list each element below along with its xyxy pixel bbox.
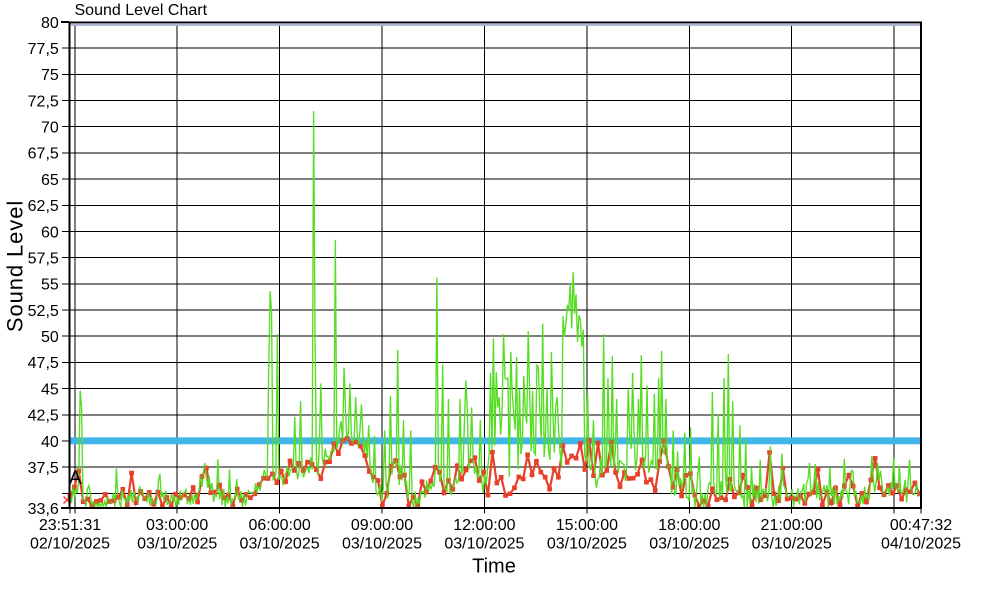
svg-text:80: 80 <box>41 15 59 32</box>
svg-text:37,5: 37,5 <box>28 460 59 477</box>
svg-text:75: 75 <box>41 67 59 84</box>
svg-text:A: A <box>69 468 82 489</box>
svg-text:23:51:31: 23:51:31 <box>39 517 101 534</box>
svg-text:03/10/2025: 03/10/2025 <box>444 536 524 553</box>
svg-text:60: 60 <box>41 224 59 241</box>
svg-text:62,5: 62,5 <box>28 198 59 215</box>
svg-text:Time: Time <box>472 556 516 578</box>
svg-text:03/10/2025: 03/10/2025 <box>240 536 320 553</box>
svg-text:72,5: 72,5 <box>28 93 59 110</box>
svg-text:03/10/2025: 03/10/2025 <box>547 536 627 553</box>
svg-text:40: 40 <box>41 434 59 451</box>
svg-text:06:00:00: 06:00:00 <box>248 517 310 534</box>
svg-text:45: 45 <box>41 381 59 398</box>
svg-text:47,5: 47,5 <box>28 355 59 372</box>
svg-text:67,5: 67,5 <box>28 146 59 163</box>
svg-text:42,5: 42,5 <box>28 408 59 425</box>
svg-text:03/10/2025: 03/10/2025 <box>342 536 422 553</box>
svg-text:65: 65 <box>41 172 59 189</box>
svg-text:03:00:00: 03:00:00 <box>146 517 208 534</box>
svg-text:21:00:00: 21:00:00 <box>761 517 823 534</box>
svg-text:70: 70 <box>41 120 59 137</box>
svg-text:57,5: 57,5 <box>28 250 59 267</box>
svg-text:03/10/2025: 03/10/2025 <box>752 536 832 553</box>
svg-text:33,6: 33,6 <box>28 501 59 518</box>
svg-text:02/10/2025: 02/10/2025 <box>30 536 110 553</box>
svg-text:04/10/2025: 04/10/2025 <box>881 536 961 553</box>
svg-text:09:00:00: 09:00:00 <box>351 517 413 534</box>
svg-text:00:47:32: 00:47:32 <box>890 517 952 534</box>
svg-text:12:00:00: 12:00:00 <box>453 517 515 534</box>
svg-text:15:00:00: 15:00:00 <box>556 517 618 534</box>
svg-text:77,5: 77,5 <box>28 41 59 58</box>
svg-text:03/10/2025: 03/10/2025 <box>649 536 729 553</box>
svg-text:50: 50 <box>41 329 59 346</box>
svg-text:52,5: 52,5 <box>28 303 59 320</box>
svg-text:55: 55 <box>41 277 59 294</box>
svg-text:03/10/2025: 03/10/2025 <box>137 536 217 553</box>
svg-text:Sound Level: Sound Level <box>3 200 28 332</box>
svg-text:Sound Level Chart: Sound Level Chart <box>75 2 208 19</box>
svg-text:18:00:00: 18:00:00 <box>658 517 720 534</box>
